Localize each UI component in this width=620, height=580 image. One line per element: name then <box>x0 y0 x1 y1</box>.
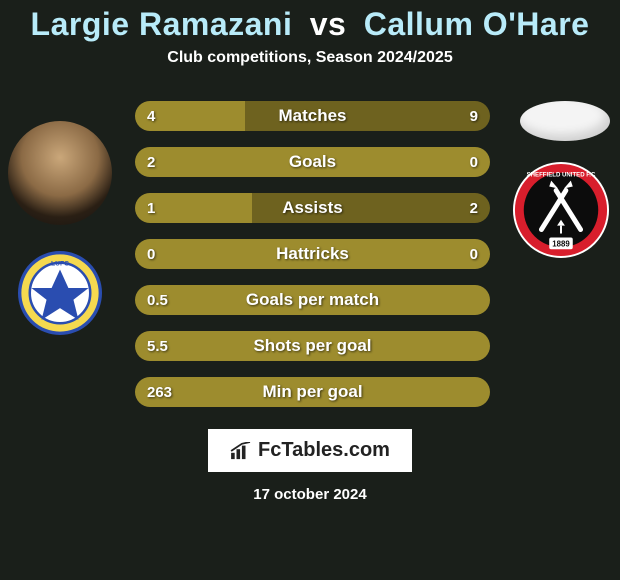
stat-value-left: 5.5 <box>147 331 168 361</box>
bar-left-segment <box>135 285 490 315</box>
stat-value-right: 0 <box>470 239 478 269</box>
stat-row: Hattricks00 <box>135 239 490 269</box>
chart-icon <box>230 442 252 460</box>
bar-right-segment <box>245 101 490 131</box>
brand-box[interactable]: FcTables.com <box>206 427 414 474</box>
stat-value-left: 1 <box>147 193 155 223</box>
comparison-arena: LUFC SHEFFIELD UNITED F.C 1889 Matches49… <box>0 91 620 421</box>
svg-text:1889: 1889 <box>552 239 570 248</box>
stat-row: Goals20 <box>135 147 490 177</box>
player1-avatar <box>8 121 112 225</box>
stat-value-right: 2 <box>470 193 478 223</box>
player2-avatar-placeholder <box>520 101 610 141</box>
subtitle: Club competitions, Season 2024/2025 <box>0 49 620 67</box>
date-text: 17 october 2024 <box>253 486 366 503</box>
stat-row: Min per goal263 <box>135 377 490 407</box>
sheffield-united-icon: SHEFFIELD UNITED F.C 1889 <box>512 161 610 259</box>
stat-value-left: 263 <box>147 377 172 407</box>
vs-text: vs <box>310 6 347 42</box>
bar-left-segment <box>135 377 490 407</box>
bar-left-segment <box>135 147 490 177</box>
stat-row: Matches49 <box>135 101 490 131</box>
stat-value-left: 0.5 <box>147 285 168 315</box>
stat-row: Assists12 <box>135 193 490 223</box>
club-right-crest: SHEFFIELD UNITED F.C 1889 <box>512 161 610 259</box>
club-left-crest: LUFC <box>18 251 102 335</box>
player2-name: Callum O'Hare <box>364 6 590 42</box>
stat-value-left: 0 <box>147 239 155 269</box>
stat-value-right: 9 <box>470 101 478 131</box>
content: Largie Ramazani vs Callum O'Hare Club co… <box>0 0 620 580</box>
bar-left-segment <box>135 331 490 361</box>
stat-value-left: 2 <box>147 147 155 177</box>
stat-row: Goals per match0.5 <box>135 285 490 315</box>
player1-name: Largie Ramazani <box>31 6 293 42</box>
footer: FcTables.com 17 october 2024 <box>0 427 620 503</box>
leeds-united-icon: LUFC <box>18 251 102 335</box>
stat-value-left: 4 <box>147 101 155 131</box>
stat-value-right: 0 <box>470 147 478 177</box>
svg-text:LUFC: LUFC <box>51 260 69 267</box>
stat-row: Shots per goal5.5 <box>135 331 490 361</box>
brand-text: FcTables.com <box>258 439 390 462</box>
bar-left-segment <box>135 239 490 269</box>
bar-right-segment <box>252 193 490 223</box>
svg-text:SHEFFIELD UNITED F.C: SHEFFIELD UNITED F.C <box>527 173 596 179</box>
page-title: Largie Ramazani vs Callum O'Hare <box>0 6 620 43</box>
stat-bars: Matches49Goals20Assists12Hattricks00Goal… <box>135 101 490 423</box>
